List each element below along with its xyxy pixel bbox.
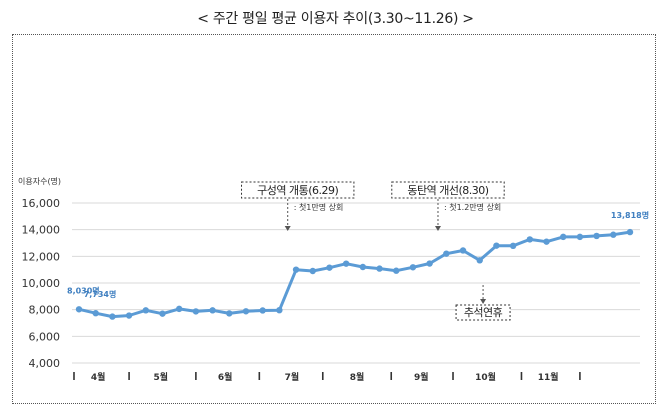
data-point <box>493 242 500 249</box>
data-point <box>92 310 99 317</box>
data-point <box>342 260 350 267</box>
data-point <box>259 307 266 314</box>
annotation-box <box>455 304 511 321</box>
month-label: 6월 <box>218 371 233 383</box>
data-point <box>125 312 133 319</box>
annotation-box <box>241 181 355 199</box>
y-tick-label: 8,000 <box>29 304 61 317</box>
annotation-title: 구성역 개통(6.29) <box>257 184 338 197</box>
series-line <box>78 230 631 319</box>
data-point <box>309 267 316 275</box>
data-point <box>175 305 183 313</box>
y-tick-label: 14,000 <box>22 224 61 237</box>
month-label: 4월 <box>91 371 106 383</box>
data-point <box>159 310 166 317</box>
data-point <box>426 260 433 267</box>
data-point <box>576 233 584 241</box>
y-tick-label: 6,000 <box>29 330 61 343</box>
y-tick-label: 12,000 <box>22 250 61 263</box>
data-point <box>359 263 367 271</box>
data-point <box>393 267 400 274</box>
x-axis: 4월 5월 6월 7월 8월 9월 10월 11월 <box>73 371 581 383</box>
annotation-arrow <box>434 226 441 231</box>
data-point <box>242 308 250 315</box>
month-label: 8월 <box>350 371 365 383</box>
y-axis: 4,000 6,000 8,000 10,000 12,000 14,000 16,000 이… <box>18 176 61 370</box>
annotation-title: 추석연휴 <box>464 306 503 319</box>
series-group <box>75 228 634 320</box>
data-point <box>476 257 483 264</box>
month-label: 10월 <box>475 371 496 383</box>
data-point <box>226 310 233 317</box>
data-point <box>443 250 450 257</box>
month-label: 5월 <box>154 371 169 383</box>
y-tick-label: 16,000 <box>22 197 61 210</box>
chart-title: < 주간 평일 평균 이용자 추이(3.30~11.26) > <box>197 11 474 27</box>
y-tick-label: 10,000 <box>22 277 61 290</box>
data-label: 7,734명 <box>84 289 117 299</box>
data-point <box>626 228 634 236</box>
data-label: 13,818명 <box>611 210 649 220</box>
data-point <box>509 242 517 249</box>
y-tick-label: 4,000 <box>29 357 61 370</box>
data-point <box>610 231 617 238</box>
data-point <box>376 265 383 272</box>
data-point <box>192 308 200 315</box>
data-point <box>142 307 149 314</box>
data-point <box>326 264 333 271</box>
data-point <box>292 266 300 273</box>
data-point <box>109 313 116 320</box>
data-point <box>526 236 534 243</box>
data-point <box>593 232 600 240</box>
annotation-note: : 첫1만명 상회 <box>294 202 344 212</box>
month-label: 7월 <box>285 371 300 383</box>
chart-frame <box>12 34 656 404</box>
gridlines <box>72 202 640 364</box>
y-axis-label: 이용자수(명) <box>18 176 61 186</box>
annotation-note: : 첫1.2만명 상회 <box>444 202 501 212</box>
data-label: 8,030명 <box>67 285 100 295</box>
annotation-arrow <box>480 299 487 304</box>
data-point <box>276 307 283 314</box>
annotation-box <box>391 181 505 199</box>
data-point <box>560 233 567 241</box>
data-point <box>409 264 417 271</box>
data-point <box>75 306 83 313</box>
annotation-arrow <box>284 226 291 231</box>
annotations: 구성역 개통(6.29) : 첫1만명 상회 동탄역 개선(8.30) : 첫1.2만… <box>241 181 511 321</box>
month-label: 9월 <box>414 371 429 383</box>
data-point <box>209 307 216 314</box>
data-point <box>459 247 467 254</box>
annotation-title: 동탄역 개선(8.30) <box>407 184 488 197</box>
month-label: 11월 <box>538 371 559 383</box>
data-point <box>543 238 550 245</box>
